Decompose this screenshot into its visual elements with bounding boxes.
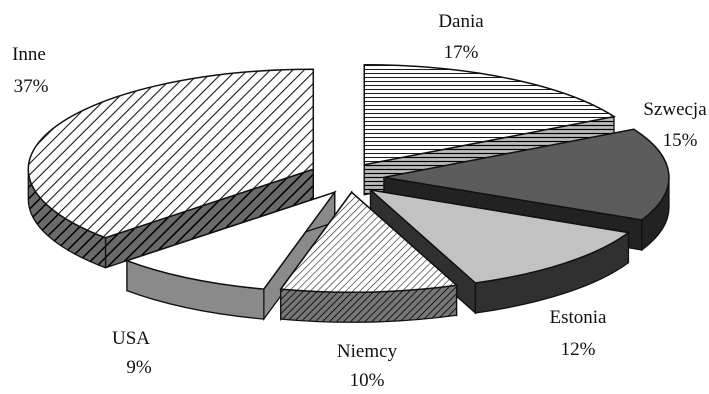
slice-value-label: 17%	[444, 42, 479, 63]
slice-category-label: USA	[112, 328, 150, 349]
slice-top-face	[279, 191, 459, 294]
slice-label-dania: Dania 17%	[438, 11, 484, 63]
slice-value-label: 10%	[350, 370, 385, 389]
pie-slice-inne	[27, 68, 315, 269]
slice-label-usa: USA 9%	[112, 328, 152, 378]
slice-top-face	[27, 68, 315, 239]
slice-label-szwecja: Szwecja 15%	[643, 99, 707, 151]
slice-top-face	[363, 63, 616, 166]
slice-category-label: Dania	[438, 11, 484, 32]
slice-category-label: Inne	[12, 44, 46, 65]
slice-label-estonia: Estonia 12%	[550, 307, 608, 360]
pie-slice-niemcy	[279, 190, 459, 323]
slice-category-label: Szwecja	[643, 99, 707, 120]
slice-label-inne: Inne 37%	[12, 44, 48, 97]
pie-slice-estonia	[368, 188, 631, 315]
slice-top-face	[124, 190, 337, 290]
slice-top-face	[383, 128, 670, 221]
slice-category-label: Niemcy	[337, 341, 398, 362]
slice-label-niemcy: Niemcy 10%	[337, 341, 398, 391]
slice-category-label: Estonia	[550, 307, 608, 328]
slice-value-label: 12%	[561, 339, 596, 360]
slice-value-label: 9%	[126, 357, 152, 378]
slice-value-label: 37%	[14, 76, 49, 97]
slice-top-face	[368, 188, 631, 284]
pie-slices	[27, 63, 670, 323]
slice-value-label: 15%	[663, 130, 698, 151]
